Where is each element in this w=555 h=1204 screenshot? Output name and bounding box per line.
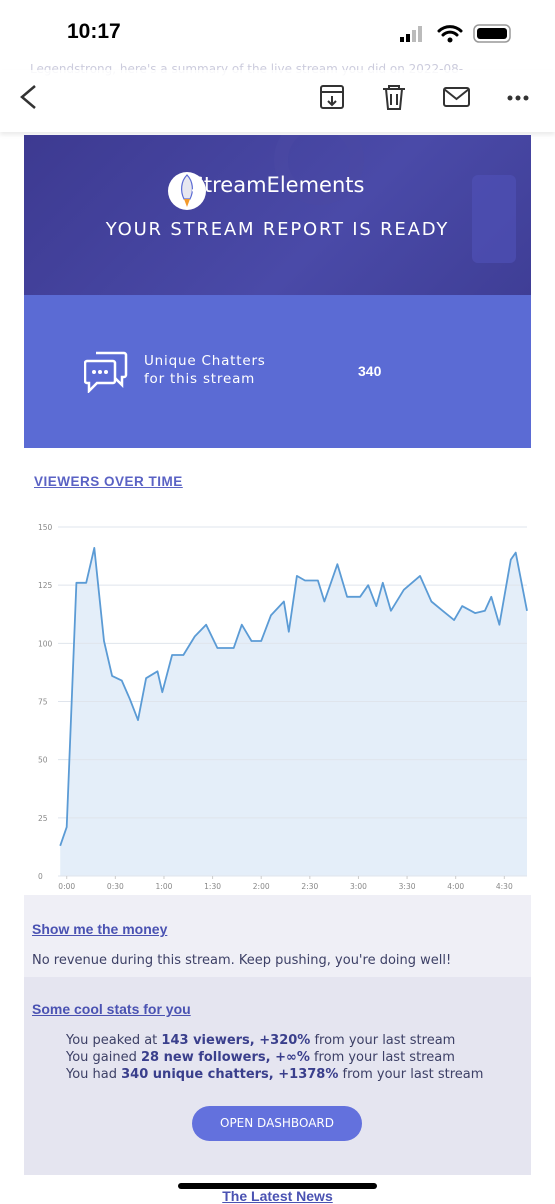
section-title[interactable]: Show me the money — [32, 921, 168, 937]
status-time: 10:17 — [67, 20, 121, 43]
stat-text: You had — [66, 1067, 122, 1082]
archive-button[interactable] — [320, 85, 344, 109]
banner-art — [168, 135, 516, 263]
x-tick-label: 4:00 — [447, 882, 464, 891]
x-tick-label: 3:30 — [399, 882, 416, 891]
stat-text: 340 unique chatters, +1378% — [121, 1067, 339, 1082]
x-tick-label: 1:00 — [156, 882, 173, 891]
mail-button[interactable] — [443, 87, 470, 107]
y-tick-label: 125 — [38, 581, 53, 590]
wifi-dot — [447, 37, 453, 43]
stat-text: You gained — [66, 1050, 141, 1065]
battery — [473, 24, 511, 43]
stats-section: Some cool stats for you You peaked at 14… — [24, 977, 531, 1175]
line — [59, 547, 528, 847]
stat-text: from your last stream — [338, 1067, 484, 1082]
x-tick-label: 3:00 — [350, 882, 367, 891]
wifi — [437, 25, 463, 37]
stat-text: 143 viewers, +320% — [161, 1033, 311, 1048]
back-button[interactable] — [20, 85, 36, 109]
open-dashboard-button[interactable]: OPEN DASHBOARD — [192, 1106, 362, 1141]
area-fill — [60, 547, 527, 876]
y-tick-label: 100 — [38, 639, 53, 648]
stat-line: You peaked at 143 viewers, +320% from yo… — [66, 1033, 455, 1048]
stat-line: You gained 28 new followers, +∞% from yo… — [66, 1050, 455, 1065]
home-indicator — [178, 1183, 377, 1189]
x-tick-label: 0:30 — [107, 882, 124, 891]
money-text: No revenue during this stream. Keep push… — [32, 953, 452, 968]
more-button[interactable] — [507, 95, 529, 101]
toolbar — [0, 70, 555, 132]
chat-icon — [84, 351, 128, 393]
chatters-label: Unique Chatters — [144, 353, 266, 369]
chart: 0 25 50 75 100 125 150 0:00 0:30 1:00 1:30 2:00 2:30… — [38, 512, 528, 891]
next-section-title[interactable]: The Latest News — [222, 1188, 333, 1204]
chatters-panel: Unique Chatters for this stream 340 — [24, 295, 531, 448]
banner: StreamElements YOUR STREAM REPORT IS REA… — [24, 135, 531, 295]
headline: YOUR STREAM REPORT IS READY — [105, 219, 450, 240]
x-tick-label: 4:30 — [496, 882, 513, 891]
money-section: Show me the money No revenue during this… — [24, 895, 531, 977]
stat-text: You peaked at — [66, 1033, 162, 1048]
y-tick-label: 75 — [38, 698, 48, 707]
chart-title: VIEWERS OVER TIME — [34, 474, 183, 489]
battery-level — [477, 28, 507, 39]
y-tick-label: 0 — [38, 872, 43, 881]
chatters-value: 340 — [358, 363, 382, 379]
system-icons — [20, 24, 529, 110]
x-tick-label: 1:30 — [204, 882, 221, 891]
chatters-label: for this stream — [144, 371, 256, 387]
stat-text: 28 new followers, +∞% — [141, 1050, 310, 1065]
stat-text: from your last stream — [310, 1033, 456, 1048]
signal — [400, 26, 422, 42]
y-tick-label: 150 — [38, 523, 53, 532]
x-tick-label: 2:00 — [253, 882, 270, 891]
stat-text: from your last stream — [309, 1050, 455, 1065]
y-tick-label: 25 — [38, 814, 48, 823]
x-tick-label: 0:00 — [58, 882, 75, 891]
stat-line: You had 340 unique chatters, +1378% from… — [66, 1067, 483, 1082]
delete-button[interactable] — [383, 85, 405, 110]
y-tick-label: 50 — [38, 756, 48, 765]
x-tick-label: 2:30 — [301, 882, 318, 891]
section-title[interactable]: Some cool stats for you — [32, 1001, 191, 1017]
brand: StreamElements — [190, 173, 365, 197]
